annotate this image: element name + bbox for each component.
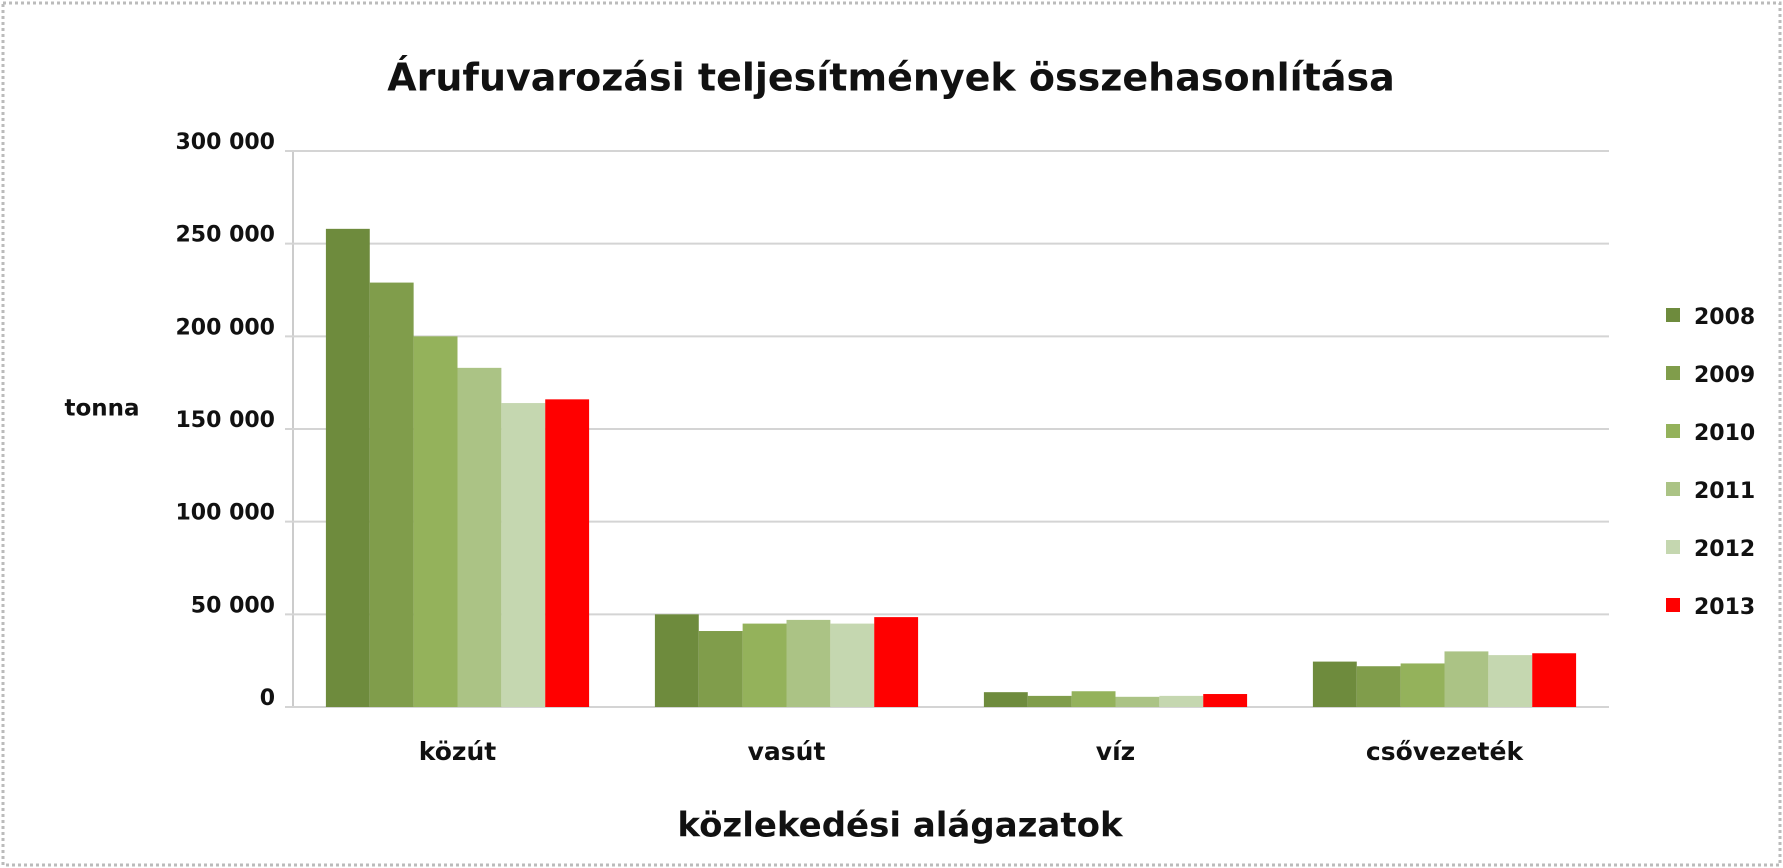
legend-swatch — [1666, 424, 1680, 438]
chart-title: Árufuvarozási teljesítmények összehasonl… — [387, 56, 1395, 100]
y-tick-label: 250 000 — [175, 223, 275, 248]
x-tick-label: csővezeték — [1366, 737, 1525, 766]
x-tick-label: víz — [1096, 737, 1135, 766]
bar — [1159, 695, 1204, 707]
bar — [501, 403, 546, 707]
bar — [369, 282, 414, 707]
y-tick-label: 50 000 — [191, 593, 275, 618]
bar — [1532, 653, 1577, 707]
bar — [1071, 691, 1116, 707]
legend-label: 2011 — [1694, 479, 1755, 504]
legend-swatch — [1666, 366, 1680, 380]
y-tick-label: 200 000 — [175, 315, 275, 340]
legend-label: 2012 — [1694, 537, 1755, 562]
x-axis-label: közlekedési alágazatok — [677, 806, 1124, 846]
bar — [1027, 695, 1072, 707]
legend-label: 2010 — [1694, 421, 1755, 446]
y-tick-label: 300 000 — [175, 130, 275, 155]
bar — [983, 692, 1028, 707]
x-tick-label: közút — [419, 737, 496, 766]
bar — [325, 228, 370, 707]
bar — [1400, 663, 1445, 707]
legend-label: 2009 — [1694, 363, 1755, 388]
bar — [457, 367, 502, 707]
legend-swatch — [1666, 598, 1680, 612]
bar — [786, 619, 831, 707]
y-axis-label: tonna — [64, 396, 139, 422]
bar — [1203, 694, 1248, 707]
legend-swatch — [1666, 308, 1680, 322]
bar — [1356, 666, 1401, 707]
legend-swatch — [1666, 540, 1680, 554]
bar — [830, 623, 875, 707]
bar — [874, 617, 919, 707]
x-tick-label: vasút — [748, 737, 826, 766]
y-tick-label: 100 000 — [175, 501, 275, 526]
legend-swatch — [1666, 482, 1680, 496]
y-tick-label: 150 000 — [175, 408, 275, 433]
bar — [742, 623, 787, 707]
legend-label: 2008 — [1694, 305, 1755, 330]
bar — [1115, 696, 1160, 707]
bar — [654, 614, 699, 707]
bar — [1312, 661, 1357, 707]
bar — [1488, 655, 1533, 707]
y-tick-label: 0 — [260, 686, 275, 711]
bar — [698, 631, 743, 707]
bar — [413, 336, 458, 707]
bar — [545, 399, 590, 707]
bar — [1444, 651, 1489, 707]
legend-label: 2013 — [1694, 595, 1755, 620]
